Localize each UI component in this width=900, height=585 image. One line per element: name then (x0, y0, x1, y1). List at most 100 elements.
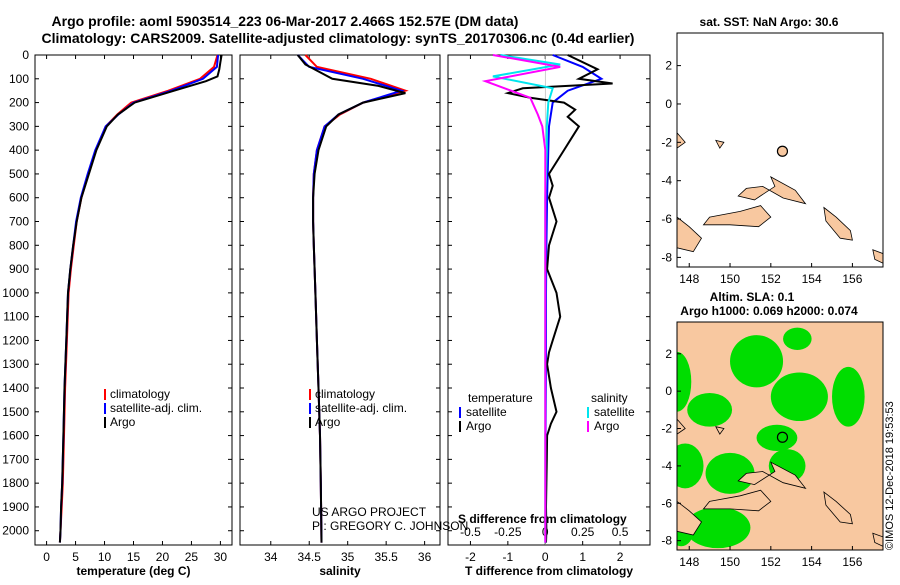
series-line-temperature-satellite (544, 54, 604, 543)
argo-location-marker (776, 145, 789, 157)
sla-anomaly-patch (677, 443, 704, 489)
profile-panel-difference: -2 -1 0 1 2T difference from climatology -0.5… (447, 54, 651, 578)
series-line-satellite-adj-clim- (58, 54, 220, 543)
lon-tick-label: 150 (720, 555, 740, 569)
sla-anomaly-patch (783, 327, 812, 351)
lat-tick-label: 0 (665, 384, 672, 398)
y-tick-label: 200 (9, 96, 29, 110)
x-tick-label: 0 (43, 550, 50, 564)
x-axis-label: temperature (deg C) (76, 564, 190, 578)
legend-entry: Argo (466, 419, 492, 433)
land-polygon (677, 500, 703, 536)
y-tick-label: 700 (9, 215, 29, 229)
y-tick-label: 1300 (2, 357, 29, 371)
lat-tick-label: 0 (665, 97, 672, 111)
sla-anomaly-patch (832, 366, 865, 427)
plots-layer: 0100200300400500600700800900100011001200… (2, 32, 884, 578)
y-tick-label: 100 (9, 72, 29, 86)
x-tick-label: -1 (503, 550, 514, 564)
sla-anomaly-patch (687, 393, 733, 427)
y-tick-label: 0 (22, 48, 29, 62)
plot-frame (34, 54, 233, 546)
x-tick-label: 35.5 (374, 550, 398, 564)
top-x-tick-label: 0.25 (571, 525, 595, 539)
sla-anomaly-patch (685, 507, 751, 549)
lat-tick-label: 2 (665, 347, 672, 361)
lat-tick-label: -6 (661, 212, 672, 226)
lat-tick-label: -4 (661, 459, 672, 473)
argo-location-marker (776, 431, 789, 443)
figure-title-line2: Climatology: CARS2009. Satellite-adjuste… (42, 30, 635, 46)
land-polygon (677, 418, 686, 435)
y-tick-label: 1400 (2, 381, 29, 395)
land-polygon (702, 205, 772, 228)
legend-title-salinity: salinity (591, 391, 628, 405)
y-tick-label: 1600 (2, 429, 29, 443)
credit-project: US ARGO PROJECT (312, 505, 427, 519)
land-polygon (677, 132, 686, 149)
sla-map-title-line1: Altim. SLA: 0.1 (710, 290, 795, 304)
map-content (677, 132, 883, 264)
y-tick-label: 800 (9, 238, 29, 252)
lon-tick-label: 156 (842, 555, 862, 569)
figure-title-line1: Argo profile: aoml 5903514_223 06-Mar-20… (52, 13, 519, 29)
sla-anomaly-patch (770, 372, 828, 422)
lon-tick-label: 154 (802, 555, 822, 569)
y-tick-label: 1100 (3, 310, 29, 324)
lat-tick-label: 2 (665, 59, 672, 73)
top-axis-label: S difference from climatology (458, 512, 627, 526)
lat-tick-label: -2 (661, 135, 672, 149)
series-line-temperature-argo (504, 54, 613, 543)
lon-tick-label: 148 (679, 555, 699, 569)
y-tick-label: 2000 (2, 524, 29, 538)
x-tick-label: 1 (579, 550, 586, 564)
y-tick-label: 400 (9, 143, 29, 157)
y-tick-label: 600 (9, 191, 29, 205)
x-tick-label: 2 (617, 550, 624, 564)
land-polygon (872, 532, 883, 547)
x-tick-label: 36 (418, 550, 432, 564)
imos-watermark: ©IMOS 12-Dec-2018 19:53:53 (884, 401, 896, 550)
profile-panel-salinity: 34 34.5 35 35.5 36 salinity climatologysatelli… (239, 54, 441, 578)
land-polygon (737, 461, 807, 489)
y-tick-label: 1200 (2, 333, 29, 347)
land-polygon (823, 491, 853, 525)
x-tick-label: 34.5 (298, 550, 322, 564)
series-line-argo (58, 54, 223, 543)
sst-map: 148 150 152 154 156 2 0 -2 -4 -6 -8 (661, 32, 884, 286)
legend-entry: Argo (315, 415, 341, 429)
x-tick-label: -2 (465, 550, 476, 564)
credit-pi: PI: GREGORY C. JOHNSON (312, 519, 468, 533)
x-tick-label: 5 (72, 550, 79, 564)
lat-tick-label: -2 (661, 422, 672, 436)
top-x-tick-label: -0.5 (460, 525, 481, 539)
series-line-argo (296, 54, 406, 543)
land-polygon (702, 489, 772, 512)
y-tick-label: 1900 (2, 500, 29, 514)
land-polygon (737, 175, 807, 205)
series-line-salinity-argo (481, 54, 561, 543)
y-tick-label: 300 (9, 119, 29, 133)
x-tick-label: 34 (264, 550, 278, 564)
land-polygon (715, 426, 725, 435)
x-tick-label: 0 (542, 550, 549, 564)
sla-anomaly-patch (677, 351, 692, 412)
legend-entry: Argo (110, 415, 136, 429)
land-polygon (677, 216, 703, 253)
sla-anomaly-patch (730, 335, 784, 388)
legend-title-temperature: temperature (468, 391, 533, 405)
lon-tick-label: 152 (761, 272, 781, 286)
sla-map-title-line2: Argo h1000: 0.069 h2000: 0.074 (680, 304, 858, 318)
legend-entry: satellite (466, 405, 507, 419)
x-axis-label: salinity (319, 564, 361, 578)
lon-tick-label: 154 (802, 272, 822, 286)
y-tick-label: 1000 (2, 286, 29, 300)
plot-frame (447, 54, 651, 546)
map-content (677, 327, 883, 549)
x-tick-label: 20 (156, 550, 170, 564)
y-tick-label: 500 (9, 167, 29, 181)
legend-entry: satellite (594, 405, 635, 419)
sst-map-title: sat. SST: NaN Argo: 30.6 (700, 15, 839, 29)
legend-entry: climatology (315, 387, 375, 401)
